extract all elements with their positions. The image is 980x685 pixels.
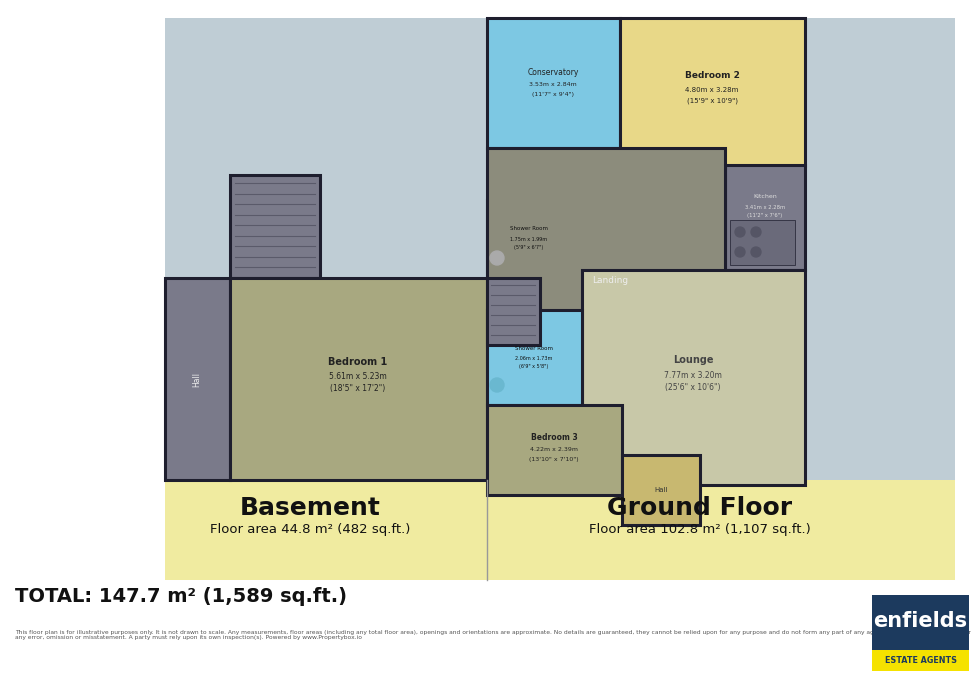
Text: Bedroom 3: Bedroom 3: [530, 432, 577, 442]
Circle shape: [735, 247, 745, 257]
Text: Floor area 102.8 m² (1,107 sq.ft.): Floor area 102.8 m² (1,107 sq.ft.): [589, 523, 810, 536]
Text: Landing: Landing: [592, 275, 628, 284]
Text: Ground Floor: Ground Floor: [608, 496, 793, 520]
Bar: [872, 595, 969, 649]
Circle shape: [490, 251, 504, 265]
Text: Hall: Hall: [192, 371, 202, 386]
Text: Hall: Hall: [655, 487, 667, 493]
Bar: [622, 455, 700, 525]
Circle shape: [735, 227, 745, 237]
Bar: [165, 480, 955, 580]
Text: Bedroom 2: Bedroom 2: [685, 71, 740, 79]
Text: Shower Room: Shower Room: [515, 345, 553, 351]
Text: enfields: enfields: [873, 611, 967, 631]
Bar: [165, 18, 955, 480]
Text: (11'7" x 9'4"): (11'7" x 9'4"): [532, 92, 574, 97]
Text: (25'6" x 10'6"): (25'6" x 10'6"): [665, 382, 720, 392]
Bar: [487, 405, 622, 495]
Text: TOTAL: 147.7 m² (1,589 sq.ft.): TOTAL: 147.7 m² (1,589 sq.ft.): [15, 588, 347, 606]
Text: 7.77m x 3.20m: 7.77m x 3.20m: [664, 371, 722, 379]
Text: 4.22m x 2.39m: 4.22m x 2.39m: [530, 447, 578, 451]
Text: Basement: Basement: [239, 496, 380, 520]
Bar: [487, 200, 572, 275]
Bar: [487, 148, 725, 373]
Text: (15'9" x 10'9"): (15'9" x 10'9"): [687, 98, 738, 104]
Circle shape: [751, 247, 761, 257]
Bar: [582, 270, 805, 485]
Circle shape: [490, 378, 504, 392]
Text: (13'10" x 7'10"): (13'10" x 7'10"): [529, 456, 579, 462]
Bar: [165, 278, 230, 480]
Text: (18'5" x 17'2"): (18'5" x 17'2"): [330, 384, 385, 393]
Bar: [620, 18, 805, 166]
Bar: [487, 18, 620, 148]
Text: 4.80m x 3.28m: 4.80m x 3.28m: [685, 87, 739, 93]
Text: (5'9" x 6'7"): (5'9" x 6'7"): [514, 245, 544, 249]
Text: 1.75m x 1.99m: 1.75m x 1.99m: [511, 236, 548, 242]
Text: Floor area 44.8 m² (482 sq.ft.): Floor area 44.8 m² (482 sq.ft.): [210, 523, 411, 536]
Bar: [487, 310, 582, 405]
Text: (11'2" x 7'6"): (11'2" x 7'6"): [748, 212, 783, 218]
Text: ESTATE AGENTS: ESTATE AGENTS: [885, 656, 956, 665]
Bar: [725, 165, 805, 270]
Text: Conservatory: Conservatory: [527, 68, 578, 77]
Text: 5.61m x 5.23m: 5.61m x 5.23m: [329, 371, 387, 380]
Text: ESTATE AGENTS: ESTATE AGENTS: [281, 429, 579, 462]
Text: 3.41m x 2.28m: 3.41m x 2.28m: [745, 205, 785, 210]
Text: Bedroom 1: Bedroom 1: [328, 357, 388, 367]
Text: enfields: enfields: [249, 341, 612, 419]
Text: Kitchen: Kitchen: [753, 193, 777, 199]
Bar: [487, 278, 540, 345]
Text: 3.53m x 2.84m: 3.53m x 2.84m: [529, 82, 577, 86]
Text: Shower Room: Shower Room: [510, 225, 548, 230]
Bar: [730, 220, 795, 265]
Text: 2.06m x 1.73m: 2.06m x 1.73m: [515, 356, 553, 360]
Bar: [230, 175, 320, 278]
Circle shape: [751, 227, 761, 237]
Text: (6'9" x 5'8"): (6'9" x 5'8"): [519, 364, 549, 369]
Bar: [872, 649, 969, 671]
Bar: [230, 278, 487, 480]
Text: This floor plan is for illustrative purposes only. It is not drawn to scale. Any: This floor plan is for illustrative purp…: [15, 630, 971, 640]
Text: Lounge: Lounge: [672, 355, 713, 365]
